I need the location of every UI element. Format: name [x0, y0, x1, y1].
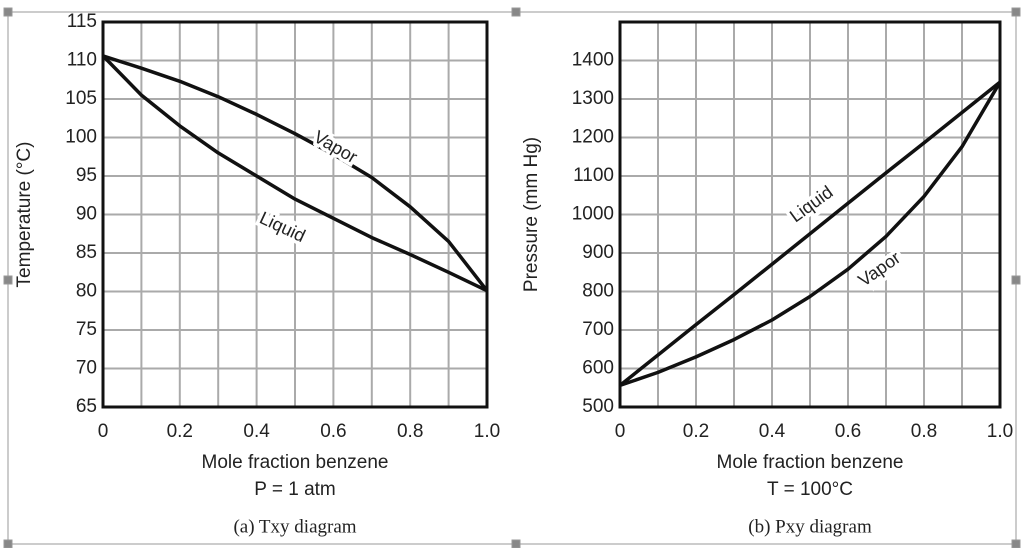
- chart: 0 0.2 0.4 0.6 0.8 1.0 65 70 75 80 85 90 95 100 105 110 1…: [14, 11, 500, 537]
- y-tick-label: 75: [76, 319, 97, 340]
- handle: [3, 539, 13, 548]
- handle: [1011, 539, 1021, 548]
- x-axis-label: Mole fraction benzene: [717, 452, 904, 473]
- y-tick-label: 80: [76, 281, 97, 302]
- x-tick-label: 0.2: [167, 421, 193, 442]
- handle: [3, 7, 13, 17]
- curve: [619, 81, 1002, 388]
- x-tick-label: 1.0: [474, 421, 500, 442]
- y-axis-label: Pressure (mm Hg): [521, 137, 542, 292]
- curve: [618, 80, 1002, 387]
- y-tick-label: 600: [582, 358, 614, 379]
- handle: [511, 7, 521, 17]
- plot-frame: [618, 20, 1002, 409]
- y-tick-label: 85: [76, 242, 97, 263]
- x-tick-label: 0.6: [320, 421, 346, 442]
- handle: [1011, 7, 1021, 17]
- y-tick-label: 1400: [572, 50, 614, 71]
- y-tick-label: 900: [582, 242, 614, 263]
- chart: 0 0.2 0.4 0.6 0.8 1.0 500 600 700 800 900 1000 1100 1…: [521, 20, 1013, 537]
- subtitle: T = 100°C: [767, 479, 853, 500]
- y-tick-label: 1100: [573, 165, 614, 186]
- subtitle: P = 1 atm: [254, 479, 336, 500]
- handle: [1011, 275, 1021, 285]
- y-tick-label: 500: [582, 396, 614, 417]
- x-tick-label: 0.6: [835, 421, 861, 442]
- x-tick-label: 1.0: [987, 421, 1013, 442]
- curve: [101, 54, 488, 293]
- y-tick-label: 115: [67, 11, 97, 32]
- y-tick-label: 1000: [572, 204, 614, 225]
- x-tick-label: 0: [98, 421, 109, 442]
- y-axis-label: Temperature (°C): [14, 142, 35, 288]
- y-tick-label: 800: [582, 281, 614, 302]
- y-tick-label: 1200: [572, 127, 614, 148]
- caption: (b) Pxy diagram: [748, 516, 872, 537]
- handle: [3, 275, 13, 285]
- y-tick-label: 100: [65, 127, 97, 148]
- y-tick-label: 110: [67, 50, 97, 71]
- y-tick-label: 65: [76, 396, 97, 417]
- curve-label: Vapor: [310, 127, 360, 168]
- x-tick-label: 0.4: [243, 421, 270, 442]
- x-tick-label: 0: [615, 421, 626, 442]
- y-tick-label: 1300: [572, 88, 614, 109]
- plot-frame: [101, 20, 489, 409]
- x-tick-label: 0.8: [911, 421, 937, 442]
- caption: (a) Txy diagram: [233, 516, 356, 537]
- curve: [102, 54, 489, 292]
- y-tick-label: 90: [76, 204, 97, 225]
- x-axis-label: Mole fraction benzene: [202, 452, 389, 473]
- y-tick-label: 95: [76, 165, 97, 186]
- y-tick-label: 700: [582, 319, 614, 340]
- x-tick-label: 0.4: [759, 421, 786, 442]
- x-tick-label: 0.2: [683, 421, 709, 442]
- handle: [511, 539, 521, 548]
- x-tick-label: 0.8: [397, 421, 423, 442]
- y-tick-label: 105: [65, 88, 97, 109]
- y-tick-label: 70: [76, 358, 97, 379]
- curve-label: Liquid: [257, 208, 309, 246]
- selection-frame: [3, 7, 1021, 548]
